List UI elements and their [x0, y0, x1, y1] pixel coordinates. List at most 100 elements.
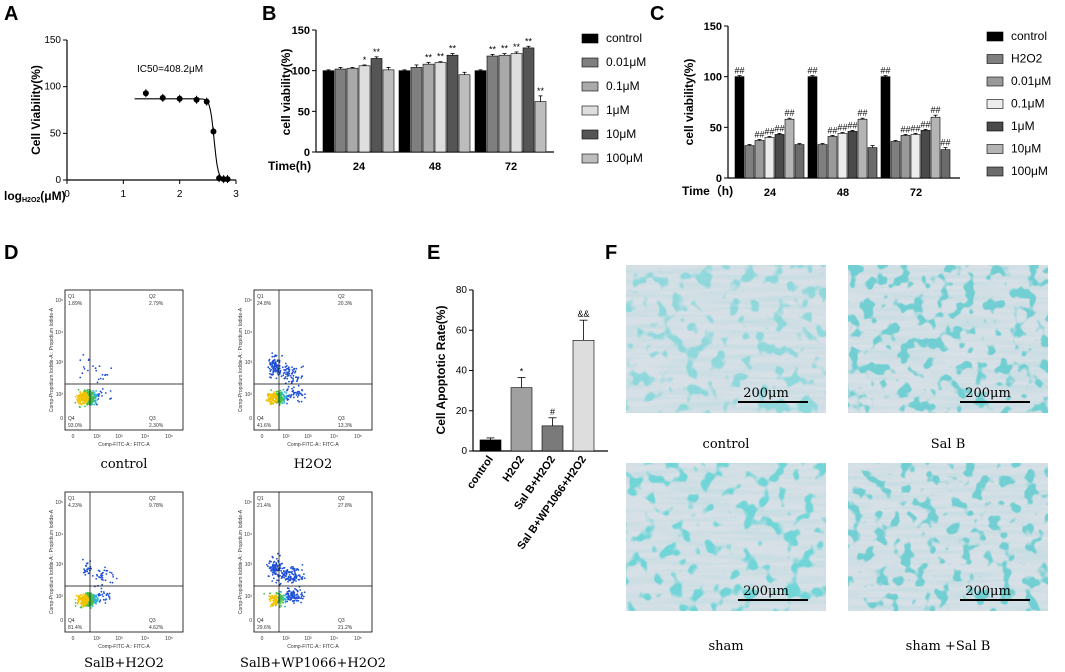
- flow-event-dot: [281, 399, 284, 401]
- flow-event-dot: [285, 573, 288, 576]
- flow-event-dot: [292, 374, 295, 377]
- flow-event-dot: [90, 567, 92, 570]
- significance-mark: **: [525, 36, 533, 46]
- flow-event-dot: [76, 398, 79, 400]
- panel-letter-a: A: [4, 3, 18, 25]
- significance-mark: ##: [774, 123, 784, 133]
- flow-event-dot: [88, 358, 90, 361]
- flow-event-dot: [290, 594, 293, 597]
- bar-h2o2-72: [890, 141, 901, 179]
- flow-event-dot: [269, 592, 271, 594]
- panel-a-point: [203, 98, 210, 105]
- flow-event-dot: [276, 579, 278, 582]
- panel-e-bars: control*H2O2#Sal B+H2O2&&Sal B+WP1066+H2…: [465, 309, 595, 552]
- flow-event-dot: [273, 401, 276, 403]
- flow-event-dot: [83, 601, 85, 603]
- flow-dot-cloud: [74, 558, 118, 609]
- flow-event-dot: [104, 602, 107, 604]
- flow-q2-value: 20.3%: [338, 301, 353, 307]
- flow-event-dot: [284, 362, 287, 365]
- panel-e-ytick-label: 40: [456, 366, 468, 377]
- panel-e-y-ticks: 0 20 40 60 80: [456, 285, 473, 457]
- flow-event-dot: [101, 576, 104, 579]
- flow-event-dot: [98, 365, 101, 368]
- flow-event-dot: [109, 581, 112, 584]
- flow-event-dot: [101, 583, 104, 586]
- flow-event-dot: [95, 369, 98, 372]
- flow-event-dot: [84, 599, 87, 602]
- significance-mark: **: [425, 53, 433, 63]
- flow-q4-value: 41.6%: [257, 423, 272, 429]
- panel-a-ytick-label: 0: [55, 175, 61, 186]
- flow-event-dot: [82, 571, 85, 574]
- flow-event-dot: [269, 597, 272, 599]
- flow-event-dot: [263, 592, 266, 595]
- category-label-24: 24: [353, 161, 366, 173]
- significance-mark: *: [363, 55, 367, 65]
- flow-event-dot: [299, 589, 302, 591]
- micrograph-caption: Sal B: [931, 437, 966, 452]
- flow-event-dot: [77, 388, 80, 391]
- flow-event-dot: [293, 595, 296, 598]
- flow-event-dot: [272, 359, 275, 362]
- flow-event-dot: [83, 368, 86, 370]
- flow-event-dot: [85, 592, 88, 595]
- flow-xtick-label: 10⁵: [354, 636, 362, 642]
- flow-event-dot: [74, 401, 77, 404]
- bar-10m-48: [857, 118, 868, 179]
- flow-event-dot: [81, 605, 83, 608]
- panel-a-x-ticks: 0 1 2 3: [64, 180, 239, 200]
- panel-c-y-ticks: 0 50 100 150: [704, 21, 728, 185]
- flow-event-dot: [84, 397, 87, 400]
- flow-event-dot: [103, 592, 105, 595]
- flow-event-dot: [105, 598, 108, 600]
- flow-q4-label: Q4: [257, 416, 264, 422]
- significance-mark: #: [550, 407, 555, 417]
- flow-event-dot: [282, 374, 285, 377]
- flow-event-dot: [289, 576, 291, 579]
- flow-q3-label: Q3: [149, 618, 156, 624]
- flow-event-dot: [288, 380, 290, 383]
- flow-event-dot: [271, 361, 274, 364]
- significance-mark: **: [501, 44, 509, 54]
- flow-event-dot: [274, 354, 277, 357]
- flow-event-dot: [285, 394, 288, 397]
- flow-event-dot: [275, 395, 277, 398]
- bar-1m-24: [358, 65, 371, 153]
- bar-01m-24: [346, 67, 359, 153]
- scale-bar-label: 200μm: [965, 584, 1011, 599]
- flow-event-dot: [273, 367, 275, 370]
- flow-event-dot: [280, 598, 283, 601]
- legend-label-h2o2: H2O2: [1011, 52, 1043, 66]
- flow-event-dot: [284, 605, 286, 608]
- flow-event-dot: [87, 572, 90, 575]
- flow-event-dot: [272, 604, 274, 607]
- flow-xtick-label: 0: [261, 434, 264, 440]
- panel-a-point: [193, 96, 200, 103]
- flow-plot-frame: [64, 491, 184, 633]
- flow-q1-label: Q1: [68, 294, 75, 300]
- flow-event-dot: [280, 375, 283, 378]
- flow-event-dot: [274, 573, 277, 576]
- flow-ytick-label: 10²: [245, 392, 253, 398]
- flow-event-dot: [85, 604, 88, 607]
- flow-event-dot: [86, 593, 89, 596]
- flow-event-dot: [291, 366, 293, 368]
- flow-event-dot: [284, 369, 287, 371]
- flow-event-dot: [275, 369, 278, 372]
- panel-letter-f: F: [605, 242, 617, 264]
- flow-ylabel: Comp-Propidium Iodide-A:: Propidium Iodi…: [238, 509, 244, 614]
- flow-event-dot: [101, 395, 103, 397]
- flow-event-dot: [82, 391, 85, 394]
- flow-q1-value: 21.4%: [257, 503, 272, 509]
- panel-b-ylabel: cell viability(%): [279, 49, 293, 136]
- flow-event-dot: [88, 396, 90, 398]
- flow-event-dot: [282, 594, 285, 597]
- flow-event-dot: [285, 392, 288, 394]
- flow-event-dot: [291, 373, 293, 375]
- flow-caption: SalB+WP1066+H2O2: [240, 656, 386, 671]
- flow-event-dot: [90, 393, 93, 396]
- flow-event-dot: [301, 569, 303, 571]
